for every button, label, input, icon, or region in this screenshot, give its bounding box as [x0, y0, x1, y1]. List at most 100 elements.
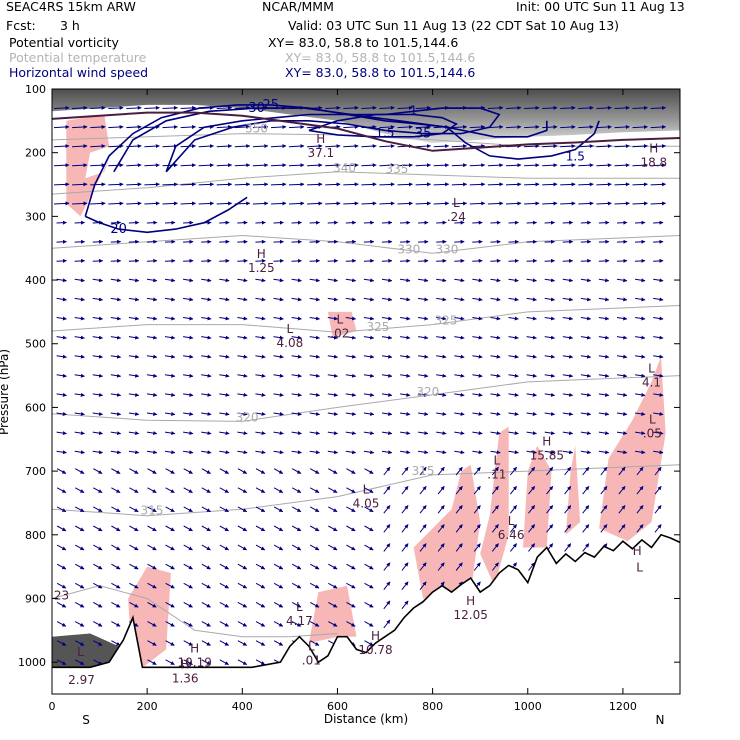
wind-vector: [92, 450, 103, 455]
theta-label: 335: [385, 162, 408, 176]
wind-vector: [596, 124, 612, 129]
wind-vector: [508, 220, 519, 225]
wind-vector: [400, 316, 411, 321]
wind-vector: [546, 466, 554, 476]
wind-vector: [165, 544, 175, 551]
pv-fill-patch: [599, 356, 666, 542]
wind-vector: [273, 220, 284, 225]
wind-vector: [580, 258, 592, 263]
wind-vector: [255, 297, 266, 302]
wind-vector: [400, 411, 411, 416]
wind-vector: [451, 144, 468, 149]
wind-vector: [74, 373, 85, 378]
wind-vector: [472, 450, 483, 455]
wind-speed-label: 1.5: [375, 126, 394, 140]
wind-vector: [183, 621, 193, 627]
wind-vector: [524, 201, 540, 206]
y-tick-label: 700: [25, 465, 46, 478]
wind-vector: [455, 543, 463, 552]
wind-vector: [635, 373, 646, 378]
wind-vector: [183, 297, 194, 302]
pv-extremum-marker: H: [190, 642, 199, 656]
wind-vector: [472, 239, 483, 244]
wind-vector: [363, 220, 375, 225]
wind-vector: [635, 335, 646, 340]
wind-vector: [580, 354, 592, 359]
wind-vector: [634, 220, 646, 225]
wind-vector: [291, 468, 302, 474]
wind-vector: [472, 411, 483, 416]
terrain-line: [52, 533, 680, 669]
wind-vector: [309, 582, 320, 589]
wind-vector: [381, 258, 393, 263]
wind-vector: [216, 144, 233, 149]
wind-vector: [255, 411, 266, 416]
wind-vector: [401, 581, 409, 591]
wind-vector: [129, 506, 139, 513]
wind-vector: [343, 182, 359, 187]
wind-vector: [454, 335, 465, 340]
wind-vector: [345, 411, 357, 416]
wind-vector: [654, 466, 662, 476]
wind-vector: [147, 621, 157, 627]
wind-vector: [381, 373, 393, 378]
wind-vector: [400, 450, 411, 455]
wind-vector: [397, 182, 413, 187]
wind-vector: [110, 450, 122, 455]
wind-vector: [273, 411, 284, 416]
wind-vector: [309, 392, 320, 397]
wind-vector: [110, 354, 122, 359]
wind-vector: [129, 563, 139, 570]
south-end-label: S: [82, 713, 90, 727]
wind-vector: [472, 220, 483, 225]
wind-vector: [255, 278, 266, 283]
wind-vector: [216, 201, 233, 206]
wind-vector: [128, 297, 140, 302]
wind-vector: [183, 239, 194, 244]
wind-vector: [400, 373, 411, 378]
wind-vector: [616, 335, 628, 340]
wind-vector: [616, 278, 628, 283]
wind-vector: [544, 297, 555, 302]
wind-vector: [635, 411, 646, 416]
wind-vector: [544, 335, 555, 340]
wind-vector: [580, 392, 592, 397]
wind-vector: [560, 201, 576, 206]
wind-vector: [273, 335, 284, 340]
wind-vector: [255, 373, 266, 378]
wind-vector: [201, 431, 212, 436]
wind-vector: [418, 373, 429, 378]
wind-vector: [74, 563, 85, 570]
wind-vector: [164, 316, 176, 321]
wind-vector: [183, 468, 193, 474]
wind-vector: [544, 431, 555, 436]
wind-vector: [92, 431, 103, 436]
wind-vector: [400, 354, 411, 359]
wind-vector: [147, 468, 157, 474]
wind-vector: [654, 505, 662, 514]
wind-vector: [146, 450, 158, 455]
wind-vector: [183, 544, 193, 551]
wind-vector: [183, 563, 193, 570]
wind-vector: [526, 354, 537, 359]
wind-vector: [164, 354, 176, 359]
wind-vector: [653, 411, 664, 416]
wind-vector: [596, 182, 612, 187]
wind-vector: [201, 297, 212, 302]
y-tick-label: 300: [25, 210, 46, 223]
wind-vector: [237, 582, 248, 589]
wind-vector: [219, 297, 230, 302]
wind-vector: [307, 182, 323, 187]
wind-vector: [108, 163, 124, 168]
wind-vector: [309, 431, 320, 436]
pv-extremum-value: 23: [54, 589, 69, 603]
wind-vector: [401, 466, 409, 476]
wind-vector: [146, 335, 158, 340]
wind-vector: [146, 278, 158, 283]
wind-vector: [201, 316, 212, 321]
wind-vector: [401, 505, 409, 514]
wind-vector: [343, 201, 359, 206]
wind-vector: [273, 582, 284, 589]
wind-speed-contour: [165, 107, 501, 173]
wind-vector: [128, 392, 140, 397]
